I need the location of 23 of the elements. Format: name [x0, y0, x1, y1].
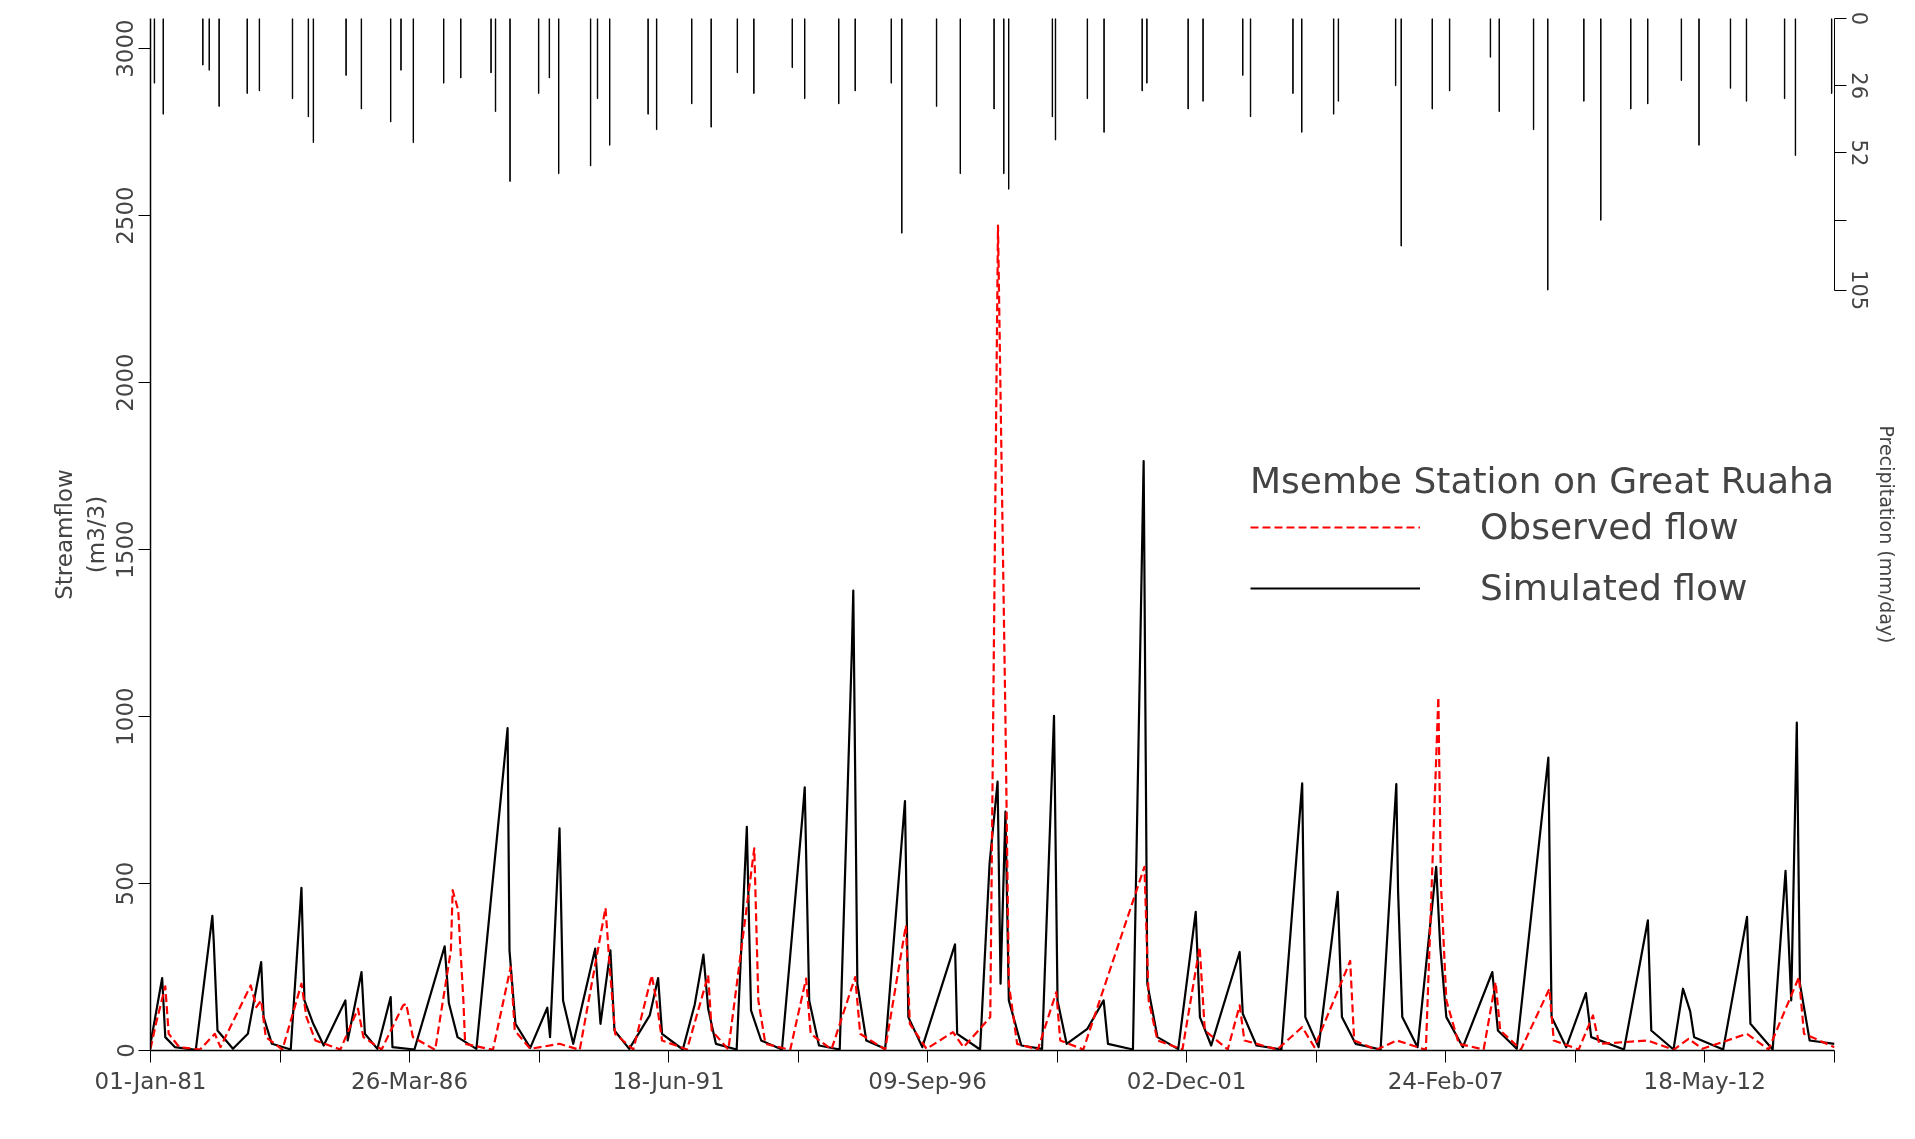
- y-tick-label: 2500: [112, 186, 139, 245]
- legend-label: Simulated flow: [1479, 567, 1748, 608]
- x-tick-label: 18-Jun-91: [612, 1067, 725, 1094]
- y2-tick-label: 105: [1846, 270, 1871, 311]
- x-tick-label: 09-Sep-96: [868, 1067, 987, 1094]
- x-tick-label: 18-May-12: [1643, 1067, 1766, 1094]
- y2-tick-label: 0: [1846, 11, 1871, 26]
- y-tick-label: 1000: [112, 687, 139, 746]
- y2-tick-label: 26: [1846, 72, 1871, 100]
- y-tick-label: 500: [112, 861, 139, 906]
- legend-label: Observed flow: [1479, 506, 1739, 547]
- y2-axis-title: Precipitation (mm/day): [1875, 425, 1898, 644]
- x-tick-label: 02-Dec-01: [1126, 1067, 1247, 1094]
- x-tick-label: 24-Feb-07: [1387, 1067, 1504, 1094]
- x-tick-label: 01-Jan-81: [94, 1067, 207, 1094]
- y-tick-label: 0: [112, 1043, 139, 1058]
- y2-tick-label: 52: [1846, 139, 1871, 167]
- y-tick-label: 3000: [112, 19, 139, 78]
- y-tick-label: 2000: [112, 353, 139, 412]
- x-tick-label: 26-Mar-86: [351, 1067, 469, 1094]
- legend-title: Msembe Station on Great Ruaha: [1249, 460, 1834, 501]
- y-axis-title: Streamflow (m3/3): [51, 469, 109, 600]
- y-tick-label: 1500: [112, 520, 139, 579]
